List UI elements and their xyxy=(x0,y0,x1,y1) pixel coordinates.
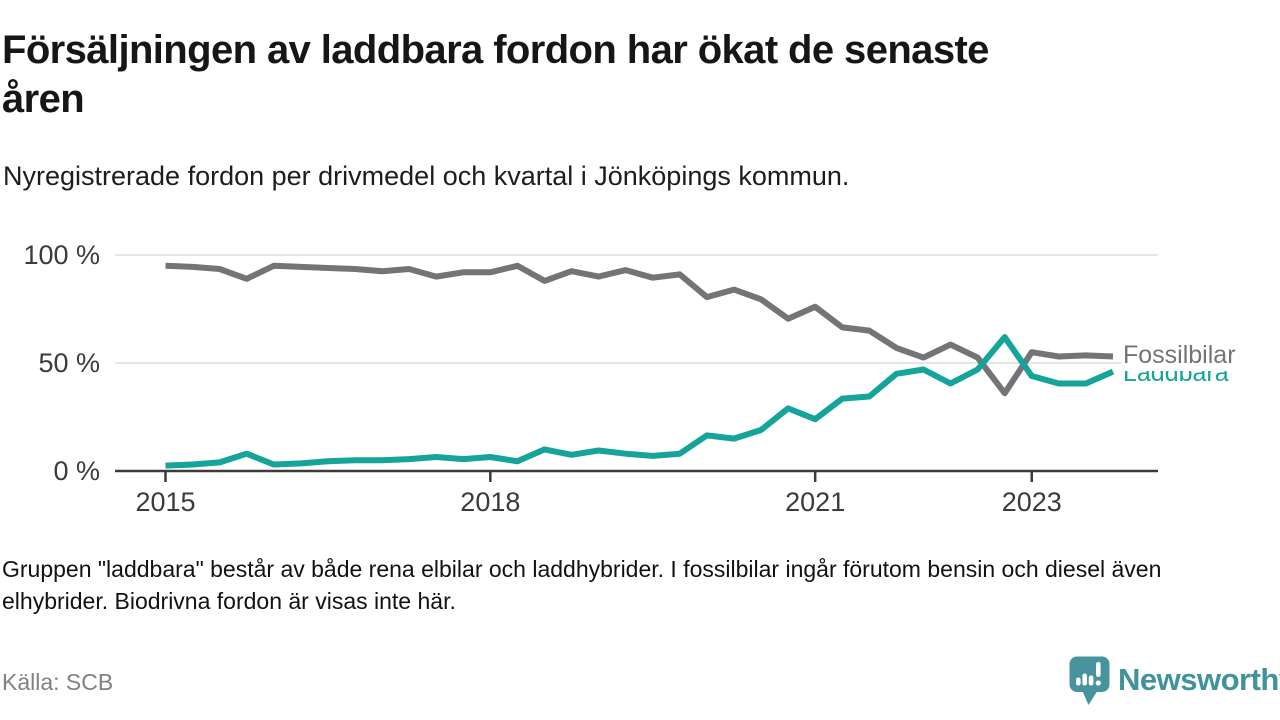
newsworthy-logo-icon xyxy=(1069,656,1110,705)
newsworthy-wordmark: Newsworthy xyxy=(1118,662,1280,697)
y-tick-label-100: 100 % xyxy=(23,240,100,270)
x-tick-label-2015: 2015 xyxy=(135,487,195,517)
series-line-fossilbilar xyxy=(165,262,1114,397)
series-line-laddbara xyxy=(165,334,1115,469)
page-title: Försäljningen av laddbara fordon har öka… xyxy=(2,26,1232,124)
series-label-fossilbilar: Fossilbilar xyxy=(1121,340,1240,371)
chart-subtitle: Nyregistrerade fordon per drivmedel och … xyxy=(3,161,850,191)
brand-logo: Newsworthy xyxy=(1069,656,1280,706)
footnote-line1: Gruppen "laddbara" består av både rena e… xyxy=(2,556,1162,582)
y-tick-label-0: 0 % xyxy=(53,456,100,486)
page-title-line1: Försäljningen av laddbara fordon har öka… xyxy=(2,28,989,72)
footnote: Gruppen "laddbara" består av både rena e… xyxy=(2,553,1161,617)
page-title-line2: åren xyxy=(2,77,85,121)
source-note: Källa: SCB xyxy=(2,669,114,695)
x-tick-label-2023: 2023 xyxy=(1002,487,1062,517)
footnote-line2: elhybrider. Biodrivna fordon är visas in… xyxy=(2,588,456,614)
y-tick-label-50: 50 % xyxy=(38,348,100,378)
x-tick-label-2021: 2021 xyxy=(785,487,845,517)
x-tick-label-2018: 2018 xyxy=(460,487,520,517)
